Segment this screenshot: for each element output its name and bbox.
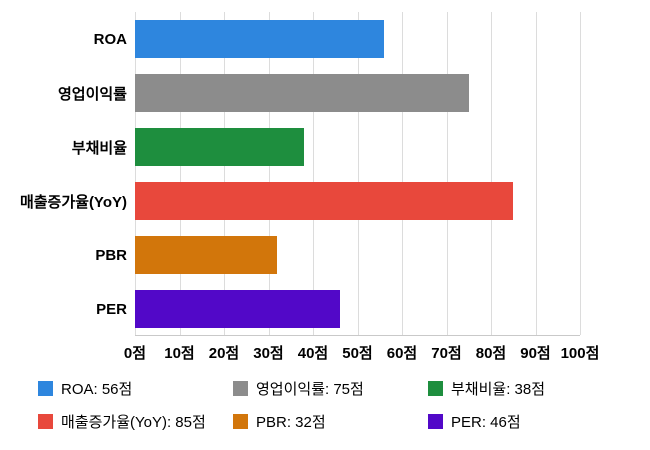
bar-0: [135, 20, 385, 58]
legend-item: 매출증가율(YoY): 85점: [38, 411, 233, 432]
legend-item: PER: 46점: [428, 411, 623, 432]
legend-label: 영업이익률: 75점: [256, 381, 364, 398]
bar-2: [135, 128, 305, 166]
gridline: [135, 12, 136, 335]
bar-4: [135, 236, 278, 274]
x-axis-tick: 0점: [123, 345, 147, 362]
x-axis-tick: 30점: [253, 345, 284, 362]
y-axis-label: 영업이익률: [57, 85, 127, 103]
y-axis-label: PBR: [95, 246, 127, 264]
gridline: [357, 12, 359, 335]
gridline: [580, 12, 581, 335]
legend-swatch: [233, 381, 248, 396]
bar-row: 영업이익률: [0, 66, 650, 120]
gridline: [268, 12, 270, 335]
legend-swatch: [38, 381, 53, 396]
bar-track: [135, 290, 580, 328]
bar-row: 부채비율: [0, 120, 650, 174]
x-axis-tick: 10점: [164, 345, 195, 362]
x-axis-tick: 80점: [475, 345, 507, 362]
legend-swatch: [38, 414, 53, 429]
bar-track: [135, 236, 580, 274]
x-axis-tick: 70점: [431, 345, 462, 362]
legend-item: ROA: 56점: [38, 378, 233, 399]
bar-5: [135, 290, 340, 328]
y-axis-label: 매출증가율(YoY): [19, 193, 127, 211]
bar-row: PBR: [0, 228, 650, 282]
legend-label: 부채비율: 38점: [451, 381, 546, 398]
legend-item: 부채비율: 38점: [428, 378, 623, 399]
x-axis-tick: 90점: [520, 345, 551, 362]
x-axis-tick: 40점: [297, 345, 329, 362]
gridline: [179, 12, 181, 335]
legend-label: 매출증가율(YoY): 85점: [61, 414, 206, 431]
y-axis-label: PER: [96, 300, 127, 318]
gridline: [491, 12, 492, 335]
y-axis-label: ROA: [93, 30, 127, 48]
bar-3: [135, 182, 514, 220]
gridline: [224, 12, 225, 335]
gridline: [446, 12, 448, 335]
bar-track: [135, 182, 580, 220]
y-axis-label: 부채비율: [71, 139, 127, 157]
bar-row: 매출증가율(YoY): [0, 174, 650, 228]
gridline: [313, 12, 314, 335]
x-axis-tick: 100점: [560, 345, 600, 362]
bar-track: [135, 74, 580, 112]
legend-label: PBR: 32점: [256, 414, 326, 431]
gridline: [402, 12, 403, 335]
legend-swatch: [233, 414, 248, 429]
legend-item: 영업이익률: 75점: [233, 378, 428, 399]
legend-swatch: [428, 414, 443, 429]
bar-row: ROA: [0, 12, 650, 66]
legend-label: PER: 46점: [451, 414, 521, 431]
bar-track: [135, 20, 580, 58]
bar-track: [135, 128, 580, 166]
gridline: [535, 12, 537, 335]
legend-label: ROA: 56점: [61, 381, 133, 398]
gridlines: [135, 12, 581, 336]
x-axis-tick: 60점: [386, 345, 418, 362]
legend-swatch: [428, 381, 443, 396]
x-axis-tick: 20점: [208, 345, 240, 362]
x-axis-tick: 50점: [342, 345, 373, 362]
legend-item: PBR: 32점: [233, 411, 428, 432]
bar-row: PER: [0, 282, 650, 336]
bar-1: [135, 74, 469, 112]
x-axis: 0점 10점 20점 30점 40점 50점 60점 70점 80점 90점 100점: [124, 342, 599, 368]
